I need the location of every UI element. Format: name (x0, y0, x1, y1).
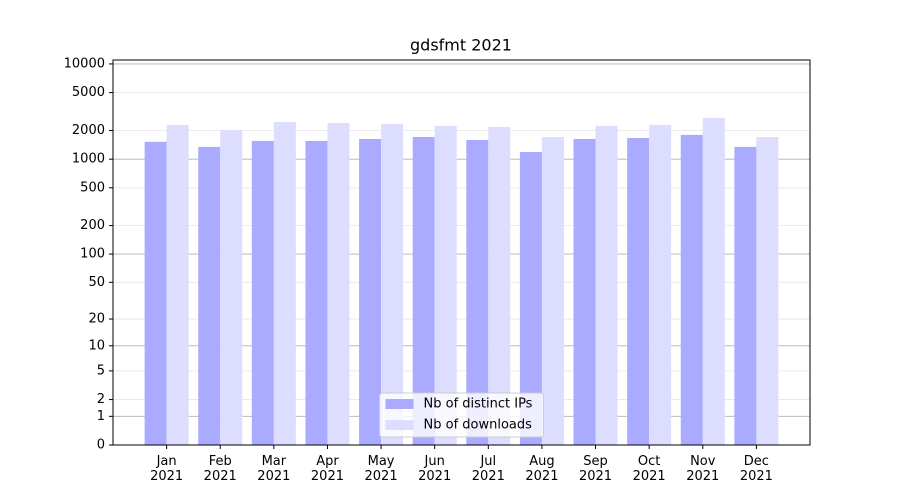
y-tick-label: 5 (97, 363, 105, 378)
x-tick-label: Dec 2021 (739, 454, 773, 484)
x-tick-label: Oct 2021 (632, 454, 666, 484)
y-tick-label: 1 (97, 409, 105, 424)
bar (220, 129, 243, 445)
y-tick-label: 200 (80, 218, 105, 233)
y-tick-label: 100 (80, 247, 105, 262)
y-tick-label: 10 (88, 338, 105, 353)
bar (573, 138, 596, 445)
bar (649, 124, 672, 445)
plot-frame (112, 59, 811, 446)
y-tick-label: 2 (97, 392, 105, 407)
y-tick-label: 0 (97, 438, 105, 453)
x-tick-label: Feb 2021 (203, 454, 237, 484)
legend-label: Nb of distinct IPs (424, 397, 533, 412)
bar (166, 124, 189, 445)
y-tick-label: 1000 (72, 152, 105, 167)
x-tick-label: Jul 2021 (471, 454, 505, 484)
y-tick-label: 500 (80, 180, 105, 195)
y-tick-label: 2000 (72, 123, 105, 138)
bar (412, 136, 435, 446)
bar (359, 138, 382, 445)
bar (756, 136, 779, 446)
chart-title: gdsfmt 2021 (410, 36, 512, 55)
bar (305, 140, 328, 445)
bar (144, 141, 167, 446)
legend-swatch (385, 420, 414, 430)
x-tick-label: Aug 2021 (525, 454, 559, 484)
bar (327, 122, 350, 445)
bar (198, 146, 221, 445)
legend-label: Nb of downloads (424, 418, 533, 433)
x-tick-label: Mar 2021 (257, 454, 291, 484)
legend-box (379, 392, 544, 438)
legend-swatch (385, 399, 414, 409)
bar (680, 134, 703, 446)
x-tick-label: May 2021 (364, 454, 398, 484)
x-tick-label: Jan 2021 (150, 454, 184, 484)
bar (595, 125, 618, 445)
bar (251, 140, 274, 445)
bar (466, 139, 489, 445)
bar (434, 125, 457, 445)
bar (273, 121, 296, 445)
bar (381, 123, 404, 445)
bar (541, 136, 564, 446)
y-tick-label: 50 (88, 275, 105, 290)
x-tick-label: Sep 2021 (578, 454, 613, 484)
x-tick-label: Apr 2021 (310, 454, 344, 484)
x-tick-label: Jun 2021 (418, 454, 452, 484)
x-tick-label: Nov 2021 (686, 454, 720, 484)
bar (519, 151, 542, 445)
y-tick-label: 20 (88, 312, 105, 327)
y-tick-label: 5000 (72, 85, 105, 100)
bar (627, 137, 650, 446)
y-tick-label: 10000 (64, 56, 105, 71)
bar (488, 126, 511, 445)
bar (734, 146, 757, 445)
bar (702, 117, 725, 446)
